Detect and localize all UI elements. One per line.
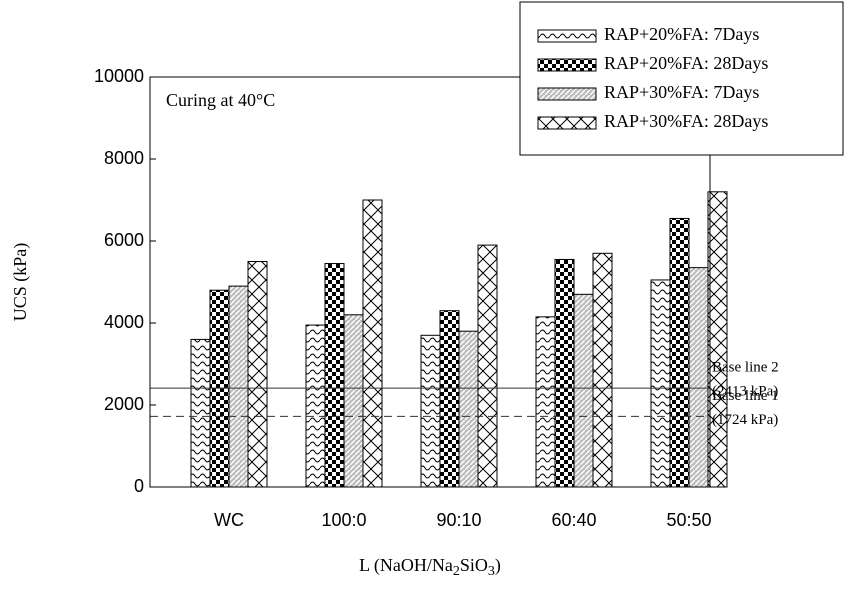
bar (363, 200, 382, 487)
chart: Curing at 40°C UCS (kPa) L (NaOH/Na2SiO3… (0, 0, 845, 584)
bar (670, 218, 689, 487)
legend-swatch (538, 30, 596, 42)
x-axis-label-part: 3 (488, 564, 495, 579)
legend-swatch (538, 59, 596, 71)
y-tick-label: 8000 (104, 148, 144, 168)
bar (191, 339, 210, 487)
x-tick-label: 50:50 (666, 510, 711, 530)
bar (574, 294, 593, 487)
baseline-label: Base line 1 (712, 388, 779, 404)
x-tick-label: 90:10 (436, 510, 481, 530)
bar (651, 280, 670, 487)
bar (459, 331, 478, 487)
x-tick-label: 60:40 (551, 510, 596, 530)
legend: RAP+20%FA: 7Days RAP+20%FA: 28Days RAP+30%… (520, 2, 843, 155)
x-tick-label: WC (214, 510, 244, 530)
legend-label: RAP+20%FA: 28Days (604, 53, 768, 73)
bar (478, 245, 497, 487)
y-tick-label: 6000 (104, 230, 144, 250)
bar (210, 290, 229, 487)
y-tick-label: 0 (134, 476, 144, 496)
y-tick-label: 2000 (104, 394, 144, 414)
legend-label: RAP+20%FA: 7Days (604, 24, 759, 44)
x-axis-label-part: 2 (453, 564, 460, 579)
bar (248, 262, 267, 488)
bar (229, 286, 248, 487)
x-axis-label-part: SiO (460, 555, 488, 575)
x-axis-label-part: ) (495, 555, 501, 576)
bar (421, 335, 440, 487)
legend-swatch (538, 88, 596, 100)
legend-label: RAP+30%FA: 7Days (604, 82, 759, 102)
x-axis-label-part: L (NaOH/Na (359, 555, 453, 576)
annotation: Curing at 40°C (166, 90, 275, 110)
y-tick-label: 10000 (94, 66, 144, 86)
bar (708, 192, 727, 487)
baseline-label: Base line 2 (712, 360, 779, 376)
x-axis-label: L (NaOH/Na2SiO3) (359, 555, 501, 579)
x-tick-label: 100:0 (321, 510, 366, 530)
bar (689, 268, 708, 487)
bar (536, 317, 555, 487)
bar (593, 253, 612, 487)
legend-label: RAP+30%FA: 28Days (604, 111, 768, 131)
bar (555, 259, 574, 487)
bar (325, 264, 344, 487)
y-tick-label: 4000 (104, 312, 144, 332)
y-axis-label: UCS (kPa) (10, 243, 31, 322)
bar (440, 311, 459, 487)
bar (306, 325, 325, 487)
baseline-value-label: (1724 kPa) (712, 412, 778, 428)
legend-swatch (538, 117, 596, 129)
bar (344, 315, 363, 487)
